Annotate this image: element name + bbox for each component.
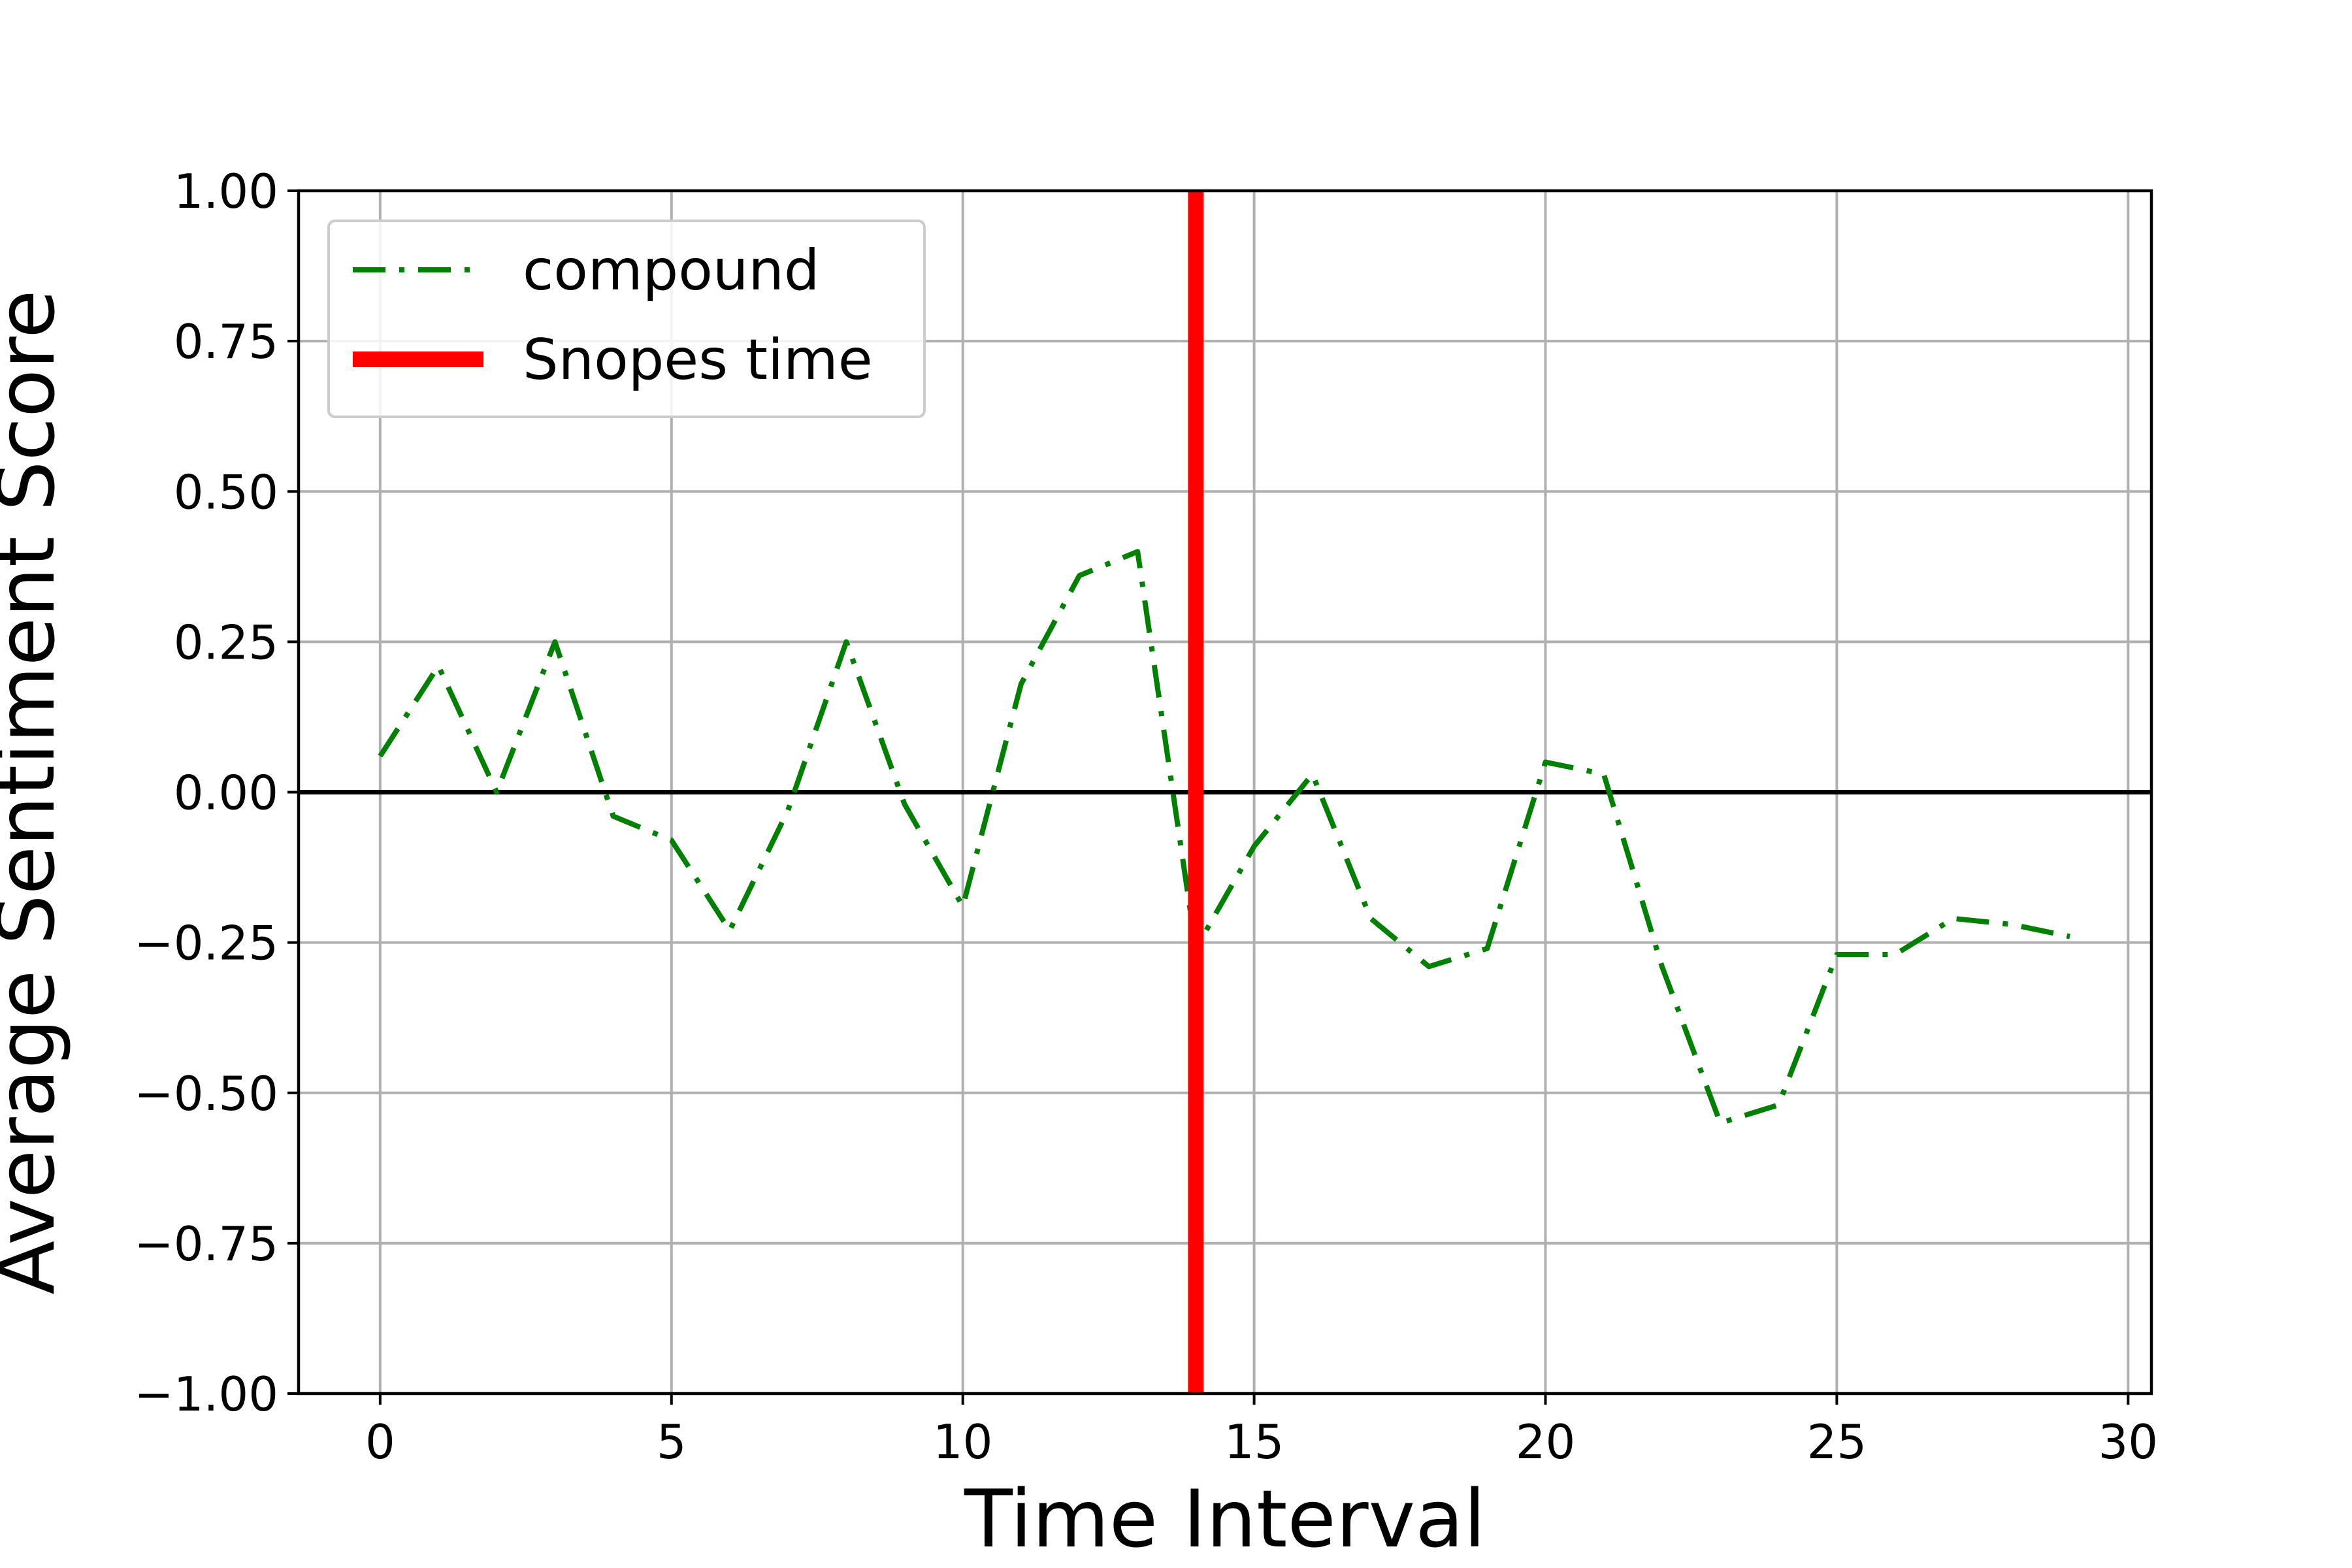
data-point bbox=[845, 640, 847, 643]
y-tick-label: −0.50 bbox=[134, 1066, 278, 1121]
data-point bbox=[1428, 965, 1430, 968]
data-point bbox=[1020, 683, 1022, 685]
data-point bbox=[379, 755, 382, 757]
data-point bbox=[1835, 953, 1838, 956]
data-point bbox=[1311, 773, 1314, 776]
series bbox=[378, 191, 2071, 1394]
x-tick-label: 25 bbox=[1807, 1414, 1867, 1469]
legend-label-compound: compound bbox=[523, 238, 819, 303]
data-point bbox=[2010, 923, 2013, 926]
legend-label-snopes-time: Snopes time bbox=[523, 327, 873, 393]
data-point bbox=[2068, 935, 2071, 938]
legend-box bbox=[327, 220, 926, 418]
series-line-compound bbox=[378, 549, 2070, 1126]
data-point bbox=[1136, 550, 1139, 553]
x-tick-label: 30 bbox=[2099, 1414, 2159, 1469]
data-point bbox=[1661, 965, 1663, 968]
y-tick-label: 0.50 bbox=[174, 465, 278, 519]
data-point bbox=[553, 640, 556, 643]
data-point bbox=[1894, 953, 1897, 956]
y-tick-label: 0.75 bbox=[174, 314, 278, 369]
data-point bbox=[728, 929, 731, 932]
data-point bbox=[1952, 917, 1955, 920]
y-tick-label: 0.00 bbox=[174, 766, 278, 821]
data-point bbox=[670, 839, 673, 841]
x-tick-label: 5 bbox=[657, 1414, 687, 1469]
data-point bbox=[1078, 574, 1081, 577]
data-point bbox=[787, 809, 789, 811]
x-tick-label: 15 bbox=[1224, 1414, 1284, 1469]
data-point bbox=[612, 815, 615, 817]
data-point bbox=[1544, 760, 1547, 763]
data-point bbox=[1253, 845, 1256, 847]
legend: compound Snopes time bbox=[327, 220, 926, 418]
y-tick-label: 1.00 bbox=[174, 164, 278, 219]
y-axis-title: Average Sentiment Score bbox=[0, 289, 73, 1294]
data-point bbox=[1603, 773, 1605, 776]
y-tick-label: −0.75 bbox=[134, 1217, 278, 1271]
x-axis-title: Time Interval bbox=[964, 1473, 1486, 1565]
data-point bbox=[1719, 1122, 1722, 1124]
y-tick-label: 0.25 bbox=[174, 615, 278, 670]
x-tick-label: 20 bbox=[1516, 1414, 1576, 1469]
data-point bbox=[903, 803, 906, 806]
x-tick-label: 0 bbox=[365, 1414, 395, 1469]
data-point bbox=[437, 664, 440, 667]
axis-ticks: 0 5 10 15 20 25 30 −1.00 −0.75 −0.50 −0.25 0.00 0.25… bbox=[134, 164, 2158, 1469]
data-point bbox=[1369, 917, 1372, 920]
y-tick-label: −1.00 bbox=[134, 1367, 278, 1422]
data-point bbox=[495, 791, 498, 794]
data-point bbox=[1486, 947, 1488, 950]
data-point bbox=[1777, 1103, 1780, 1106]
x-tick-label: 10 bbox=[933, 1414, 993, 1469]
data-point bbox=[962, 905, 964, 907]
y-tick-label: −0.25 bbox=[134, 916, 278, 971]
